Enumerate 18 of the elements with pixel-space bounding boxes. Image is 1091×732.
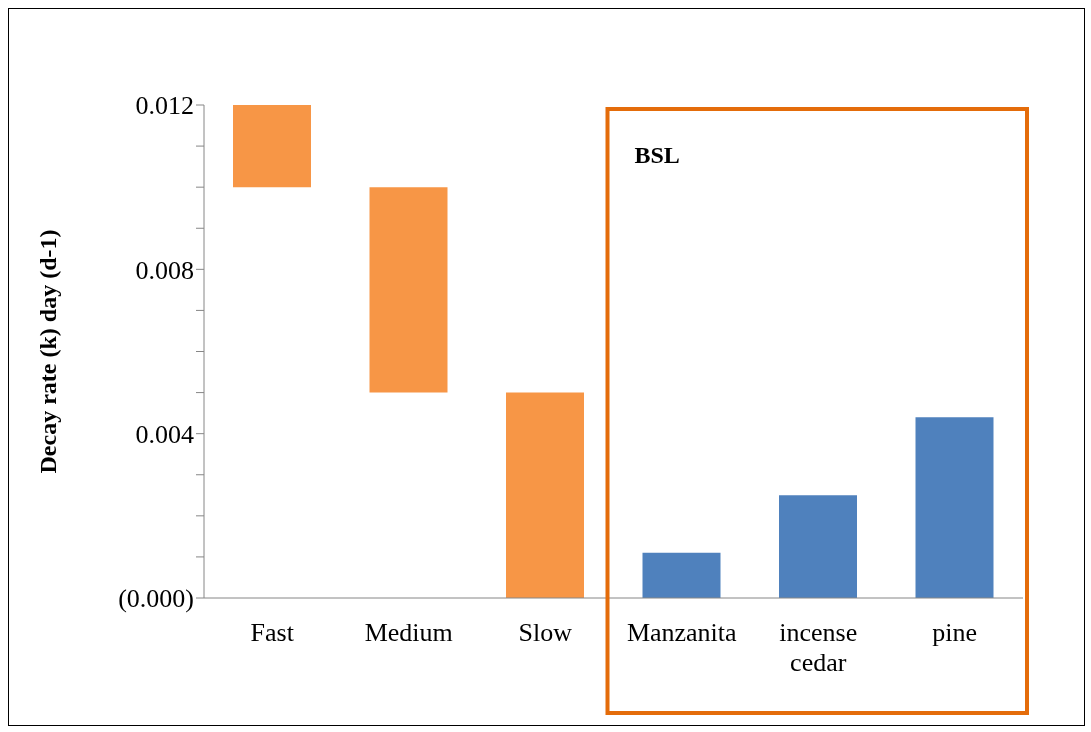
bar bbox=[915, 417, 994, 598]
bar bbox=[642, 552, 721, 598]
y-axis-title: Decay rate (k) day (d-1) bbox=[34, 229, 61, 474]
bar bbox=[506, 392, 584, 598]
bar bbox=[779, 495, 857, 598]
x-tick-label: Fast bbox=[250, 618, 295, 648]
x-tick-label: incense cedar bbox=[779, 618, 858, 678]
bar bbox=[369, 187, 448, 393]
annotation: BSL bbox=[634, 142, 680, 168]
y-tick-label: (0.000) bbox=[118, 584, 194, 614]
bar bbox=[233, 105, 311, 188]
y-tick-label: 0.008 bbox=[135, 255, 194, 285]
y-tick-label: 0.012 bbox=[135, 91, 194, 121]
x-tick-label: Slow bbox=[518, 618, 573, 648]
y-tick-label: 0.004 bbox=[135, 419, 194, 449]
x-tick-label: pine bbox=[932, 618, 978, 648]
x-tick-label: Medium bbox=[364, 618, 453, 648]
x-tick-label: Manzanita bbox=[626, 618, 738, 648]
